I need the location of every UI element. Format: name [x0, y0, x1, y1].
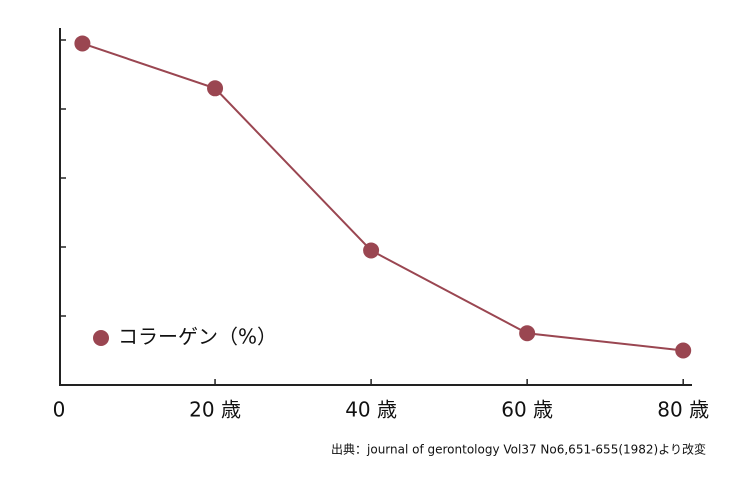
legend-marker	[93, 330, 109, 346]
point	[207, 80, 224, 97]
legend-label: コラーゲン（%）	[118, 325, 277, 349]
point	[675, 342, 692, 359]
point	[74, 35, 91, 52]
line	[82, 42, 684, 352]
point	[363, 242, 380, 259]
x-tick-label: 0	[53, 398, 66, 422]
x-tick-label: 20 歳	[189, 398, 241, 422]
point	[519, 325, 536, 342]
source-note: 出典：journal of gerontology Vol37 No6,651-…	[331, 442, 706, 457]
x-tick-label: 80 歳	[657, 398, 709, 422]
x-tick-label: 60 歳	[501, 398, 553, 422]
x-tick-label: 40 歳	[345, 398, 397, 422]
